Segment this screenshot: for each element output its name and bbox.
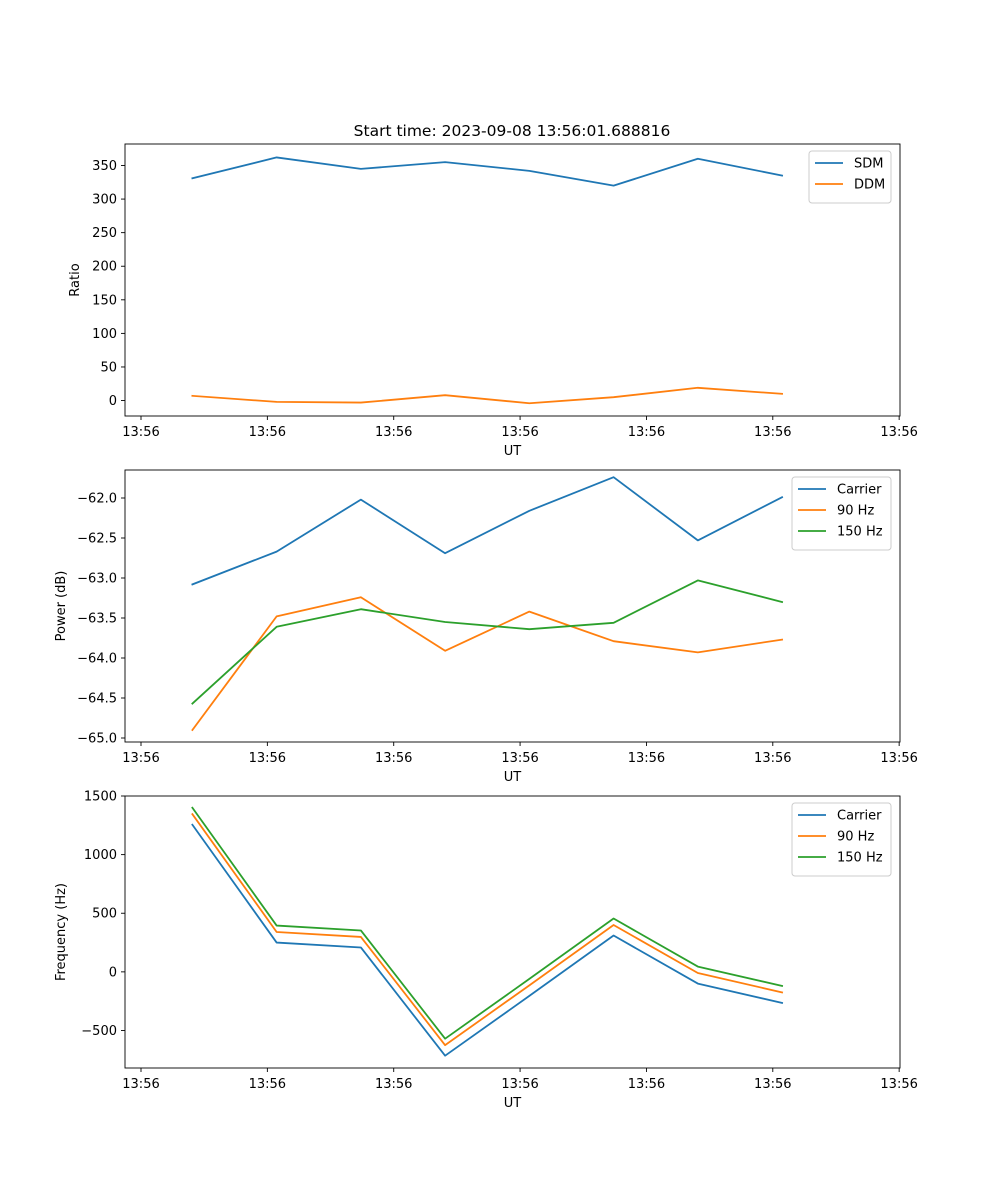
x-tick-label: 13:56 bbox=[880, 1077, 917, 1092]
series-line-90-hz bbox=[191, 596, 784, 732]
y-tick-label: −64.5 bbox=[77, 692, 117, 707]
legend-label: SDM bbox=[854, 157, 883, 172]
y-tick-label: 500 bbox=[92, 907, 117, 922]
legend-label: Carrier bbox=[837, 483, 882, 498]
y-axis-label: Power (dB) bbox=[54, 571, 69, 642]
series-line-150-hz bbox=[191, 579, 784, 705]
y-tick-label: −62.0 bbox=[77, 492, 117, 507]
x-axis-label: UT bbox=[504, 444, 522, 459]
series-line-ddm bbox=[191, 386, 784, 405]
x-tick-label: 13:56 bbox=[754, 1077, 791, 1092]
y-tick-label: 0 bbox=[109, 394, 117, 409]
axes-frame bbox=[124, 795, 901, 1069]
y-tick-label: 150 bbox=[92, 293, 117, 308]
series-line-150-hz bbox=[191, 806, 784, 1040]
x-tick-label: 13:56 bbox=[754, 751, 791, 766]
x-tick-label: 13:56 bbox=[501, 1077, 538, 1092]
y-tick-label: 100 bbox=[92, 327, 117, 342]
x-tick-label: 13:56 bbox=[628, 751, 665, 766]
y-tick-label: 250 bbox=[92, 226, 117, 241]
y-axis-label: Frequency (Hz) bbox=[54, 883, 69, 981]
y-axis-label: Ratio bbox=[68, 263, 83, 296]
x-tick-label: 13:56 bbox=[249, 1077, 286, 1092]
legend-label: Carrier bbox=[837, 809, 882, 824]
y-tick-label: −62.5 bbox=[77, 532, 117, 547]
y-tick-label: −64.0 bbox=[77, 652, 117, 667]
figure-title: Start time: 2023-09-08 13:56:01.688816 bbox=[354, 122, 671, 140]
y-tick-label: −500 bbox=[81, 1024, 117, 1039]
chart-panel-1: 13:5613:5613:5613:5613:5613:5613:5613:57… bbox=[68, 143, 918, 459]
axes-frame bbox=[124, 469, 901, 743]
axes-frame bbox=[124, 143, 901, 417]
x-tick-label: 13:56 bbox=[628, 425, 665, 440]
x-tick-label: 13:56 bbox=[375, 1077, 412, 1092]
y-tick-label: 350 bbox=[92, 159, 117, 174]
y-tick-label: 50 bbox=[100, 360, 117, 375]
legend-label: 150 Hz bbox=[837, 851, 883, 866]
legend-label: 150 Hz bbox=[837, 525, 883, 540]
series-line-sdm bbox=[191, 156, 784, 187]
x-tick-label: 13:56 bbox=[880, 425, 917, 440]
y-tick-label: 300 bbox=[92, 193, 117, 208]
x-tick-label: 13:56 bbox=[375, 425, 412, 440]
legend-label: 90 Hz bbox=[837, 830, 874, 845]
y-tick-label: 1500 bbox=[84, 790, 117, 805]
x-axis-label: UT bbox=[504, 770, 522, 785]
legend-label: 90 Hz bbox=[837, 504, 874, 519]
x-tick-label: 13:56 bbox=[122, 751, 159, 766]
x-tick-label: 13:56 bbox=[501, 425, 538, 440]
x-tick-label: 13:56 bbox=[122, 1077, 159, 1092]
x-tick-label: 13:56 bbox=[628, 1077, 665, 1092]
series-line-carrier bbox=[191, 476, 784, 586]
x-tick-label: 13:56 bbox=[501, 751, 538, 766]
legend: Carrier 90 Hz 150 Hz bbox=[791, 802, 892, 877]
x-tick-label: 13:56 bbox=[249, 425, 286, 440]
chart-panel-2: 13:5613:5613:5613:5613:5613:5613:5613:57… bbox=[54, 469, 918, 785]
series-line-carrier bbox=[191, 823, 784, 1057]
chart-panel-3: 13:5613:5613:5613:5613:5613:5613:5613:57… bbox=[54, 790, 918, 1112]
x-tick-label: 13:56 bbox=[122, 425, 159, 440]
x-tick-label: 13:56 bbox=[754, 425, 791, 440]
legend-box bbox=[808, 150, 892, 204]
x-tick-label: 13:56 bbox=[375, 751, 412, 766]
y-tick-label: 0 bbox=[109, 965, 117, 980]
legend-label: DDM bbox=[854, 178, 885, 193]
y-tick-label: 1000 bbox=[84, 848, 117, 863]
y-tick-label: −63.5 bbox=[77, 612, 117, 627]
x-tick-label: 13:56 bbox=[249, 751, 286, 766]
y-tick-label: 200 bbox=[92, 260, 117, 275]
legend: Carrier 90 Hz 150 Hz bbox=[791, 476, 892, 551]
legend: SDM DDM bbox=[808, 150, 892, 204]
x-tick-label: 13:56 bbox=[880, 751, 917, 766]
series-line-90-hz bbox=[191, 812, 784, 1047]
y-tick-label: −65.0 bbox=[77, 732, 117, 747]
y-tick-label: −63.0 bbox=[77, 572, 117, 587]
x-axis-label: UT bbox=[504, 1096, 522, 1111]
